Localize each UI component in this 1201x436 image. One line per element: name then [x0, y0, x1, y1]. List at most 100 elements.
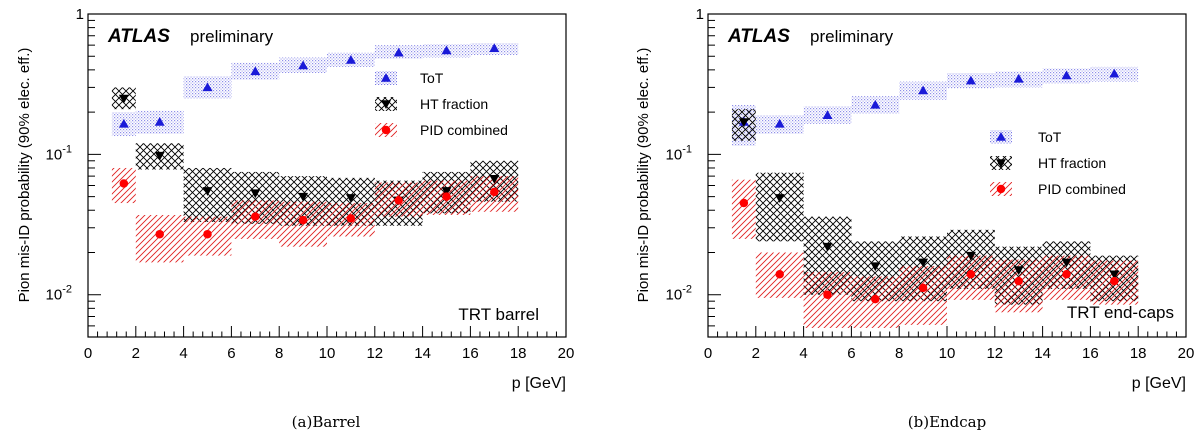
y-tick-label: 10-1 — [666, 143, 692, 163]
x-tick-label: 6 — [227, 345, 235, 362]
x-tick-label: 12 — [366, 345, 383, 362]
data-point — [154, 151, 165, 161]
data-point — [154, 117, 165, 126]
legend-marker — [381, 125, 391, 135]
data-point — [203, 229, 212, 239]
data-markers — [118, 43, 500, 239]
preliminary-label: preliminary — [190, 27, 274, 46]
legend-label: ToT — [1038, 129, 1062, 145]
x-tick-label: 8 — [895, 345, 903, 362]
legend: ToT HT fraction PID combined — [375, 70, 508, 138]
data-point — [345, 55, 356, 64]
error-band — [899, 266, 947, 325]
legend-marker — [996, 159, 1006, 168]
legend-marker — [381, 100, 391, 109]
data-point — [442, 192, 451, 201]
data-point — [155, 229, 164, 239]
data-point — [346, 214, 356, 223]
data-point — [202, 187, 213, 196]
atlas-label: ATLAS — [727, 26, 790, 47]
data-point — [1013, 266, 1024, 276]
data-point — [918, 258, 929, 268]
data-point — [965, 251, 976, 261]
axis-ticks: 0 2 4 6 8 10 12 14 16 18 20 10-2 10-1 1 — [46, 6, 575, 362]
x-tick-label: 18 — [1130, 345, 1147, 362]
y-axis-label: Pion mis-ID probability (90% elec. eff.) — [16, 48, 33, 303]
x-tick-label: 16 — [462, 345, 479, 362]
data-point — [918, 283, 928, 293]
x-tick-label: 0 — [84, 345, 92, 362]
data-point — [738, 118, 749, 128]
data-point — [250, 189, 261, 199]
data-point — [394, 196, 403, 205]
data-point — [490, 187, 499, 197]
data-point — [966, 269, 976, 279]
data-point — [298, 60, 309, 70]
region-label: TRT end-caps — [1067, 303, 1174, 322]
x-tick-label: 10 — [939, 345, 956, 362]
legend: ToT HT fraction PID combined — [990, 129, 1126, 197]
data-point — [118, 94, 129, 104]
data-point — [1014, 276, 1023, 286]
legend-label: PID combined — [1038, 181, 1126, 197]
data-point — [870, 99, 881, 109]
error-band — [803, 272, 852, 328]
y-tick-label: 1 — [696, 6, 704, 23]
data-point — [918, 85, 929, 95]
x-tick-label: 10 — [319, 345, 336, 362]
error-band — [135, 214, 184, 263]
data-point — [251, 212, 260, 221]
data-point — [822, 110, 833, 119]
data-point — [298, 215, 308, 225]
region-label: TRT barrel — [458, 305, 539, 324]
error-bands — [111, 43, 519, 263]
x-tick-label: 20 — [558, 345, 575, 362]
error-bands — [731, 66, 1139, 328]
y-tick-label: 1 — [76, 6, 84, 23]
data-point — [489, 43, 500, 53]
data-point — [823, 290, 832, 299]
data-point — [441, 187, 452, 196]
data-point — [345, 194, 356, 203]
subfigure-caption: (b)Endcap — [908, 413, 986, 431]
error-band — [731, 179, 756, 239]
legend-label: HT fraction — [1038, 155, 1106, 171]
x-tick-label: 14 — [414, 345, 431, 362]
error-band — [755, 172, 804, 242]
x-tick-label: 14 — [1034, 345, 1051, 362]
data-point — [393, 47, 404, 57]
data-point — [871, 294, 880, 304]
legend-marker — [996, 132, 1006, 141]
data-point — [774, 194, 785, 203]
legend-marker — [381, 73, 391, 82]
data-point — [1013, 73, 1024, 83]
legend-label: ToT — [420, 70, 444, 86]
data-point — [298, 192, 309, 202]
legend-marker — [996, 184, 1006, 194]
data-point — [119, 179, 129, 188]
y-tick-label: 10-2 — [666, 284, 692, 304]
data-point — [1109, 270, 1120, 280]
data-point — [822, 242, 833, 252]
panel-endcap: 0 2 4 6 8 10 12 14 16 18 20 10-2 10-1 1 ATLAS prelimi… — [635, 6, 1194, 431]
x-axis-label: p [GeV] — [512, 375, 566, 392]
data-point — [441, 45, 452, 55]
x-tick-label: 16 — [1082, 345, 1099, 362]
x-tick-label: 4 — [179, 345, 187, 362]
x-tick-label: 4 — [799, 345, 807, 362]
y-axis-label: Pion mis-ID probability (90% elec. eff.) — [635, 48, 652, 303]
x-axis-label: p [GeV] — [1132, 375, 1186, 392]
x-tick-label: 20 — [1178, 345, 1195, 362]
axis-ticks: 0 2 4 6 8 10 12 14 16 18 20 10-2 10-1 1 — [666, 6, 1195, 362]
x-tick-label: 12 — [986, 345, 1003, 362]
data-point — [1109, 68, 1120, 78]
data-point — [250, 66, 261, 76]
data-point — [870, 262, 881, 272]
subfigure-caption: (a)Barrel — [292, 413, 361, 431]
x-tick-label: 2 — [132, 345, 140, 362]
data-point — [1061, 258, 1072, 268]
data-point — [965, 75, 976, 85]
data-point — [775, 269, 784, 279]
y-tick-label: 10-1 — [46, 143, 72, 163]
